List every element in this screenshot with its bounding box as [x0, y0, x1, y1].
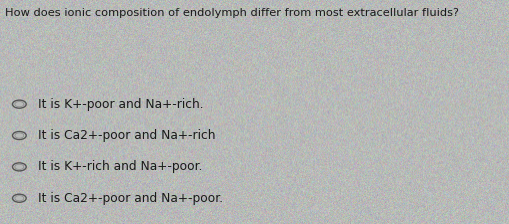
- Ellipse shape: [15, 164, 24, 170]
- Ellipse shape: [15, 101, 24, 107]
- Ellipse shape: [15, 196, 24, 201]
- Text: It is K+-rich and Na+-poor.: It is K+-rich and Na+-poor.: [38, 160, 203, 173]
- Ellipse shape: [15, 133, 24, 138]
- Text: It is Ca2+-poor and Na+-poor.: It is Ca2+-poor and Na+-poor.: [38, 192, 223, 205]
- Text: It is Ca2+-poor and Na+-rich: It is Ca2+-poor and Na+-rich: [38, 129, 216, 142]
- Text: How does ionic composition of endolymph differ from most extracellular fluids?: How does ionic composition of endolymph …: [5, 8, 459, 18]
- Text: It is K+-poor and Na+-rich.: It is K+-poor and Na+-rich.: [38, 98, 204, 111]
